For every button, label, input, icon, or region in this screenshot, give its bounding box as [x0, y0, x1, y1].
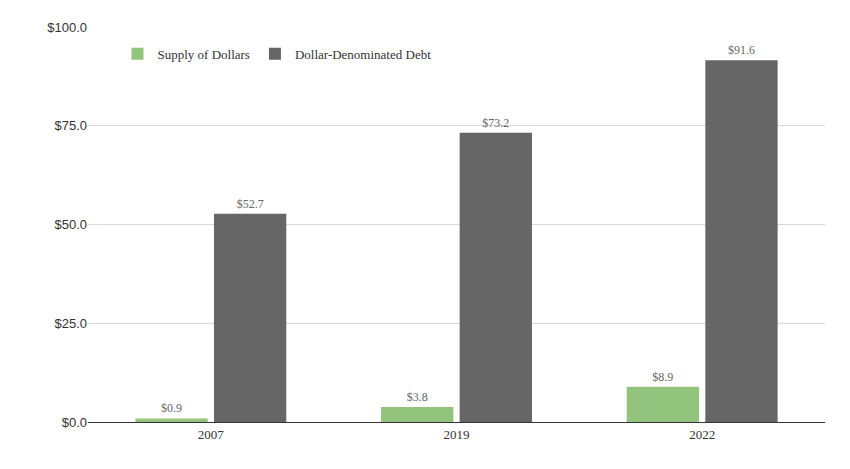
svg-text:$100.0: $100.0 [47, 20, 87, 35]
svg-text:$91.6: $91.6 [728, 43, 755, 57]
svg-text:$75.0: $75.0 [54, 118, 87, 133]
svg-text:$25.0: $25.0 [54, 316, 87, 331]
svg-text:2022: 2022 [689, 427, 715, 442]
svg-text:$50.0: $50.0 [54, 217, 87, 232]
svg-text:$0.9: $0.9 [161, 401, 182, 415]
svg-text:$3.8: $3.8 [407, 390, 428, 404]
svg-text:Dollar-Denominated Debt: Dollar-Denominated Debt [295, 47, 431, 62]
svg-text:Supply of Dollars: Supply of Dollars [157, 47, 249, 62]
svg-text:2007: 2007 [198, 427, 225, 442]
svg-text:$8.9: $8.9 [652, 370, 673, 384]
svg-text:$52.7: $52.7 [237, 197, 264, 211]
svg-text:$73.2: $73.2 [482, 116, 509, 130]
svg-text:$0.0: $0.0 [62, 415, 87, 430]
svg-text:2019: 2019 [444, 427, 470, 442]
